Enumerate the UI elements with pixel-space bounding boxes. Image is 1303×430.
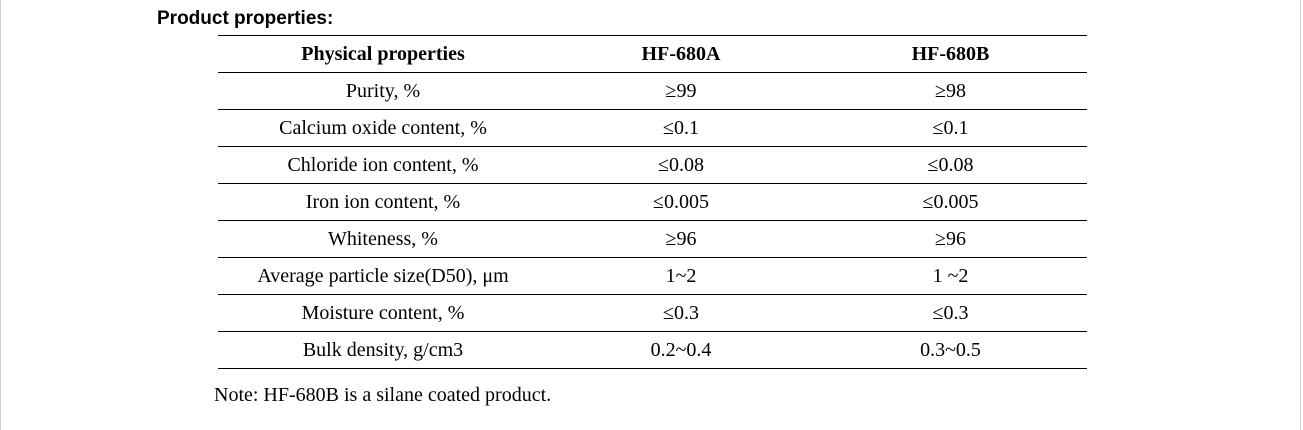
table-row: Moisture content, % ≤0.3 ≤0.3 — [218, 294, 1087, 332]
left-border-line — [0, 0, 1, 430]
right-border-line — [1300, 0, 1301, 430]
table-row: Calcium oxide content, % ≤0.1 ≤0.1 — [218, 109, 1087, 147]
section-heading: Product properties: — [157, 8, 334, 29]
product-properties-table: Physical properties HF-680A HF-680B Puri… — [218, 35, 1087, 369]
hf-680a-value-cell: 1~2 — [548, 257, 814, 295]
table-row: Bulk density, g/cm3 0.2~0.4 0.3~0.5 — [218, 331, 1087, 369]
hf-680a-value-cell: ≤0.005 — [548, 183, 814, 221]
hf-680a-value-cell: ≤0.1 — [548, 109, 814, 147]
property-name-cell: Moisture content, % — [218, 294, 548, 332]
table-row: Chloride ion content, % ≤0.08 ≤0.08 — [218, 146, 1087, 184]
property-name-cell: Average particle size(D50), μm — [218, 257, 548, 295]
property-name-cell: Chloride ion content, % — [218, 146, 548, 184]
property-name-cell: Whiteness, % — [218, 220, 548, 258]
hf-680a-value-cell: ≥96 — [548, 220, 814, 258]
table-row: Average particle size(D50), μm 1~2 1 ~2 — [218, 257, 1087, 295]
hf-680a-value-cell: 0.2~0.4 — [548, 331, 814, 369]
hf-680b-value-cell: ≤0.3 — [814, 294, 1087, 332]
table-row: Whiteness, % ≥96 ≥96 — [218, 220, 1087, 258]
hf-680b-value-cell: ≥98 — [814, 72, 1087, 110]
hf-680b-value-cell: ≥96 — [814, 220, 1087, 258]
property-name-cell: Calcium oxide content, % — [218, 109, 548, 147]
table-row: Purity, % ≥99 ≥98 — [218, 72, 1087, 110]
hf-680b-value-cell: 0.3~0.5 — [814, 331, 1087, 369]
header-hf-680b: HF-680B — [814, 35, 1087, 73]
hf-680a-value-cell: ≤0.08 — [548, 146, 814, 184]
header-physical-properties: Physical properties — [218, 35, 548, 73]
table-note: Note: HF-680B is a silane coated product… — [214, 384, 552, 406]
property-name-cell: Iron ion content, % — [218, 183, 548, 221]
hf-680b-value-cell: ≤0.1 — [814, 109, 1087, 147]
hf-680b-value-cell: ≤0.08 — [814, 146, 1087, 184]
table-header-row: Physical properties HF-680A HF-680B — [218, 35, 1087, 73]
table-row: Iron ion content, % ≤0.005 ≤0.005 — [218, 183, 1087, 221]
property-name-cell: Purity, % — [218, 72, 548, 110]
header-hf-680a: HF-680A — [548, 35, 814, 73]
hf-680b-value-cell: 1 ~2 — [814, 257, 1087, 295]
hf-680b-value-cell: ≤0.005 — [814, 183, 1087, 221]
hf-680a-value-cell: ≥99 — [548, 72, 814, 110]
property-name-cell: Bulk density, g/cm3 — [218, 331, 548, 369]
hf-680a-value-cell: ≤0.3 — [548, 294, 814, 332]
